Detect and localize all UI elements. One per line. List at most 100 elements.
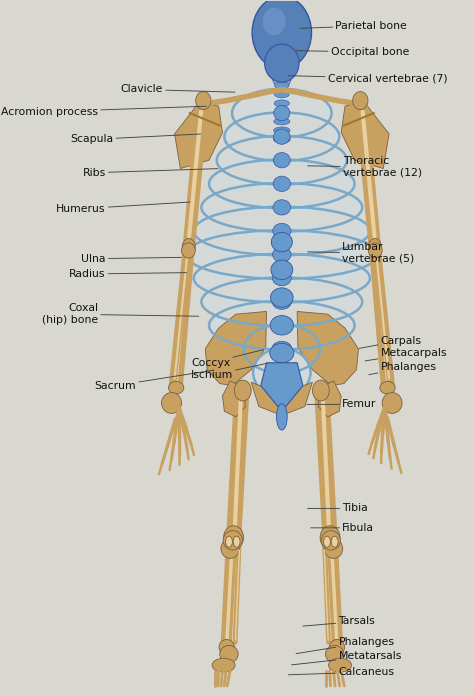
Ellipse shape [252, 350, 311, 395]
Ellipse shape [270, 316, 293, 335]
Ellipse shape [226, 536, 232, 547]
Ellipse shape [273, 70, 291, 87]
Ellipse shape [312, 380, 329, 401]
Ellipse shape [274, 82, 289, 89]
Ellipse shape [185, 232, 379, 277]
Ellipse shape [182, 238, 195, 255]
Ellipse shape [321, 530, 340, 550]
Ellipse shape [331, 536, 338, 547]
Ellipse shape [263, 8, 286, 35]
Ellipse shape [234, 380, 251, 401]
Ellipse shape [232, 117, 332, 133]
Ellipse shape [209, 329, 355, 345]
Ellipse shape [271, 288, 293, 307]
Ellipse shape [368, 238, 382, 255]
Ellipse shape [273, 129, 290, 145]
Ellipse shape [273, 270, 291, 286]
Polygon shape [318, 381, 341, 417]
Ellipse shape [324, 539, 343, 558]
Ellipse shape [243, 327, 321, 371]
Text: Coxal
(hip) bone: Coxal (hip) bone [42, 304, 199, 325]
Text: Metacarpals: Metacarpals [365, 348, 447, 361]
Polygon shape [205, 311, 266, 386]
Text: Lumbar
vertebrae (5): Lumbar vertebrae (5) [308, 243, 415, 264]
Ellipse shape [162, 393, 182, 414]
Polygon shape [174, 102, 222, 169]
Ellipse shape [208, 161, 356, 206]
Ellipse shape [168, 382, 184, 394]
Polygon shape [251, 382, 312, 416]
Ellipse shape [194, 235, 370, 250]
Ellipse shape [273, 153, 290, 168]
Ellipse shape [244, 353, 320, 368]
Ellipse shape [272, 318, 292, 333]
Ellipse shape [193, 208, 371, 253]
Text: Phalanges: Phalanges [296, 637, 394, 653]
Text: Fibula: Fibula [310, 523, 374, 533]
Ellipse shape [212, 658, 235, 672]
Text: Ischium: Ischium [191, 363, 267, 380]
Ellipse shape [201, 185, 363, 230]
Ellipse shape [329, 639, 345, 655]
Text: Parietal bone: Parietal bone [300, 21, 407, 31]
Ellipse shape [328, 658, 352, 672]
Text: Clavicle: Clavicle [121, 85, 235, 95]
Text: Acromion process: Acromion process [1, 106, 206, 117]
Text: Ribs: Ribs [82, 167, 218, 178]
Text: Radius: Radius [69, 269, 186, 279]
Ellipse shape [224, 141, 339, 156]
Text: Scapula: Scapula [70, 134, 201, 145]
Ellipse shape [216, 138, 348, 183]
Text: Sacrum: Sacrum [95, 370, 214, 391]
Ellipse shape [224, 525, 244, 549]
Ellipse shape [380, 382, 395, 394]
Text: Thoracic
vertebrae (12): Thoracic vertebrae (12) [308, 156, 422, 178]
Ellipse shape [252, 0, 311, 69]
Ellipse shape [194, 282, 370, 297]
Text: Coccyx: Coccyx [191, 350, 264, 368]
Text: Metatarsals: Metatarsals [292, 651, 402, 665]
Ellipse shape [272, 294, 292, 309]
Ellipse shape [274, 91, 289, 98]
Text: Humerus: Humerus [56, 202, 190, 214]
Ellipse shape [272, 341, 292, 357]
Ellipse shape [273, 127, 290, 134]
Ellipse shape [273, 176, 291, 191]
Ellipse shape [382, 393, 402, 414]
Text: Tarsals: Tarsals [303, 616, 375, 626]
Ellipse shape [274, 100, 290, 107]
Ellipse shape [217, 165, 347, 179]
Ellipse shape [273, 223, 291, 238]
Ellipse shape [320, 525, 340, 549]
Ellipse shape [273, 247, 291, 262]
Ellipse shape [209, 188, 355, 203]
Ellipse shape [270, 343, 294, 363]
Ellipse shape [223, 114, 340, 159]
Ellipse shape [274, 106, 290, 121]
Text: Calcaneus: Calcaneus [289, 667, 394, 677]
Ellipse shape [273, 199, 291, 215]
Text: Tibia: Tibia [308, 503, 368, 514]
Ellipse shape [271, 260, 293, 279]
Ellipse shape [274, 109, 290, 116]
Ellipse shape [219, 639, 234, 655]
Text: Carpals: Carpals [359, 336, 422, 348]
Ellipse shape [231, 91, 333, 136]
Ellipse shape [326, 646, 344, 663]
Text: Ulna: Ulna [81, 254, 182, 263]
Polygon shape [261, 363, 303, 411]
Ellipse shape [272, 365, 292, 380]
Ellipse shape [201, 211, 362, 227]
Ellipse shape [201, 306, 362, 321]
Ellipse shape [220, 646, 238, 663]
Ellipse shape [221, 539, 239, 558]
Polygon shape [297, 311, 358, 386]
Ellipse shape [182, 243, 195, 258]
Ellipse shape [208, 303, 356, 348]
Ellipse shape [274, 118, 290, 125]
Ellipse shape [223, 530, 242, 550]
Ellipse shape [196, 92, 211, 110]
Ellipse shape [353, 92, 368, 110]
Polygon shape [341, 102, 389, 169]
Ellipse shape [233, 536, 240, 547]
